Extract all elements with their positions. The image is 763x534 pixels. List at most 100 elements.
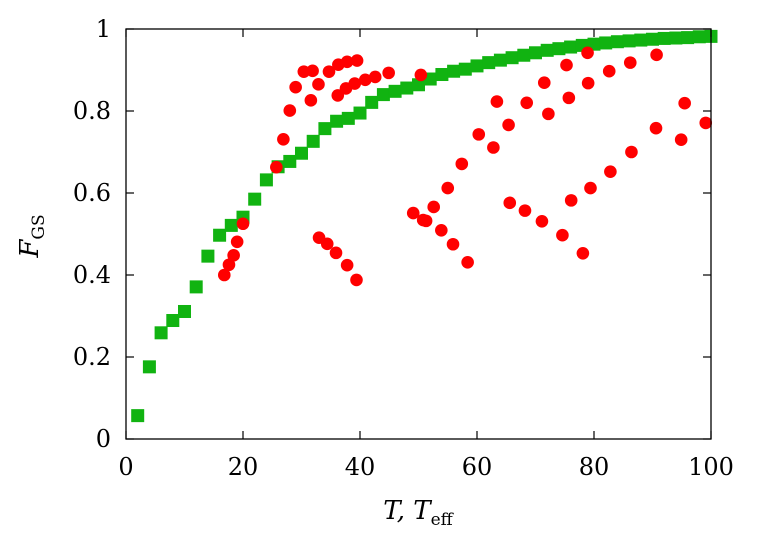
data-point-circle bbox=[306, 64, 319, 78]
data-point-square bbox=[517, 48, 531, 62]
data-point-square bbox=[224, 218, 238, 232]
data-point-square bbox=[213, 228, 227, 242]
data-point-circle bbox=[625, 145, 638, 159]
plot-frame bbox=[125, 28, 712, 440]
data-point-square bbox=[435, 68, 449, 82]
data-point-square bbox=[189, 280, 203, 294]
data-point-square bbox=[259, 173, 273, 187]
data-point-circle bbox=[427, 200, 441, 214]
data-point-square bbox=[166, 314, 180, 328]
data-point-circle bbox=[581, 76, 595, 90]
y-tick-label: 1 bbox=[96, 15, 111, 43]
data-point-square bbox=[447, 64, 461, 78]
data-point-circle bbox=[542, 107, 555, 121]
data-point-square bbox=[458, 62, 472, 76]
y-tick-label: 0.6 bbox=[73, 179, 111, 207]
x-tick-label: 40 bbox=[345, 453, 376, 481]
data-point-square bbox=[318, 122, 332, 136]
data-point-circle bbox=[487, 141, 500, 154]
data-point-circle bbox=[602, 64, 616, 78]
data-point-square bbox=[142, 360, 156, 374]
data-point-circle bbox=[340, 55, 354, 69]
data-point-circle bbox=[283, 104, 297, 117]
data-point-square bbox=[306, 134, 320, 148]
axis-ticks bbox=[125, 28, 712, 440]
data-point-square bbox=[529, 46, 542, 60]
chart-marks bbox=[131, 29, 718, 423]
data-point-circle bbox=[560, 58, 573, 72]
data-point-circle bbox=[562, 91, 576, 105]
data-point-circle bbox=[623, 56, 637, 69]
data-point-square bbox=[634, 33, 648, 47]
data-point-square bbox=[564, 40, 578, 54]
data-point-circle bbox=[535, 214, 549, 228]
data-point-square bbox=[622, 34, 636, 48]
data-point-circle bbox=[441, 181, 455, 195]
data-point-circle bbox=[490, 95, 504, 108]
data-point-square bbox=[505, 51, 519, 65]
data-point-square bbox=[610, 35, 624, 49]
y-tick-label: 0.2 bbox=[73, 343, 111, 371]
data-point-circle bbox=[227, 249, 240, 262]
x-tick-label: 60 bbox=[462, 453, 493, 481]
data-point-circle bbox=[270, 160, 283, 174]
data-point-square bbox=[283, 154, 297, 168]
data-point-circle bbox=[537, 76, 551, 90]
data-point-circle bbox=[556, 228, 569, 242]
data-point-circle bbox=[368, 70, 382, 84]
data-point-circle bbox=[331, 89, 345, 102]
data-point-circle bbox=[604, 165, 617, 178]
y-axis-label: FGS bbox=[15, 214, 49, 258]
data-point-square bbox=[493, 53, 507, 67]
x-axis-label: T, Teff bbox=[383, 496, 454, 530]
data-point-circle bbox=[414, 68, 428, 82]
data-point-square bbox=[330, 114, 344, 128]
data-point-circle bbox=[435, 224, 448, 237]
y-tick-label: 0 bbox=[96, 425, 111, 453]
data-point-square bbox=[599, 36, 613, 50]
data-point-circle bbox=[358, 73, 372, 87]
data-point-circle bbox=[678, 96, 691, 110]
data-point-square bbox=[295, 146, 308, 160]
data-point-square bbox=[692, 30, 706, 44]
data-point-circle bbox=[472, 128, 486, 141]
data-point-square bbox=[131, 409, 145, 423]
data-point-circle bbox=[699, 116, 713, 130]
data-point-circle bbox=[518, 204, 532, 217]
data-point-circle bbox=[320, 237, 334, 251]
data-point-square bbox=[681, 31, 695, 45]
data-point-circle bbox=[502, 118, 515, 132]
data-point-square bbox=[540, 43, 554, 57]
data-point-square bbox=[482, 56, 496, 70]
data-point-circle bbox=[650, 48, 663, 62]
data-point-square bbox=[400, 81, 414, 95]
data-point-circle bbox=[581, 46, 594, 60]
data-point-circle bbox=[329, 246, 343, 260]
data-point-circle bbox=[674, 133, 688, 146]
data-point-circle bbox=[277, 132, 290, 146]
data-point-circle bbox=[649, 121, 663, 135]
data-point-square bbox=[412, 78, 425, 92]
data-point-circle bbox=[340, 258, 354, 272]
data-point-circle bbox=[304, 94, 318, 107]
data-point-circle bbox=[222, 258, 236, 272]
data-point-circle bbox=[576, 246, 590, 260]
data-point-circle bbox=[350, 273, 363, 287]
data-point-square bbox=[646, 32, 659, 46]
data-point-square bbox=[376, 88, 390, 102]
data-point-circle bbox=[564, 194, 578, 207]
data-point-circle bbox=[236, 217, 250, 231]
data-point-circle bbox=[230, 235, 244, 249]
data-point-circle bbox=[348, 77, 362, 90]
data-point-circle bbox=[322, 65, 336, 78]
data-point-circle bbox=[217, 268, 231, 282]
data-point-circle bbox=[406, 206, 420, 220]
x-tick-label: 20 bbox=[228, 453, 259, 481]
data-point-circle bbox=[461, 255, 474, 269]
data-point-circle bbox=[382, 66, 395, 80]
data-point-circle bbox=[419, 214, 433, 228]
data-point-circle bbox=[446, 237, 460, 251]
data-point-circle bbox=[520, 96, 534, 110]
data-point-square bbox=[669, 31, 683, 45]
data-point-circle bbox=[584, 181, 597, 195]
